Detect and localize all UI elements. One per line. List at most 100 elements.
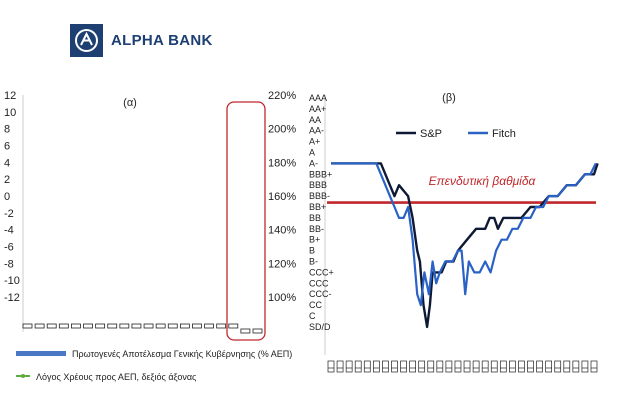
date-tick-box [345,360,353,373]
date-tick [400,360,407,373]
right-y-tick: 120% [268,258,296,270]
rating-tick: BB- [309,224,324,234]
date-tick [345,360,353,373]
left-y-tick: 2 [4,174,10,186]
panel-label-a: (α) [123,97,137,109]
category-label [83,323,93,329]
rating-tick: AA+ [309,104,326,114]
date-tick-box [463,360,471,373]
date-tick [572,360,580,373]
category-label [107,323,118,329]
date-tick-box [554,360,562,373]
rating-tick: BB+ [309,202,326,212]
date-tick [509,360,516,373]
category-label [34,323,45,329]
alpha-bank-emblem-icon [70,24,103,57]
credit-rating-chart: (β) AAAAA+AAAA-A+AA-BBB+BBBBBB-BB+BBBB-B… [309,92,599,373]
left-y-tick: 0 [4,191,10,203]
rating-tick: BB [309,213,321,223]
date-ticks [327,360,598,373]
date-tick-box [400,360,407,373]
left-y-tick: -8 [4,258,14,270]
rating-series-fitch-line [331,162,597,307]
category-labels [22,323,263,334]
alpha-bank-logo: ALPHA BANK [70,24,213,57]
left-y-tick: 10 [4,107,16,119]
legend-primary-balance: Πρωτογενές Αποτέλεσμα Γενικής Κυβέρνησης… [72,349,292,359]
left-y-tick: -2 [4,208,14,220]
date-tick-box [445,360,453,373]
left-y-tick: -6 [4,242,14,254]
date-tick-box [427,360,435,373]
rating-tick: A+ [309,137,320,147]
rating-tick: BBB+ [309,169,332,179]
rating-tick: AAA [309,93,327,103]
left-y-tick: 8 [4,124,10,136]
category-label [192,323,202,329]
date-tick-box [336,360,344,373]
date-tick [354,360,362,373]
date-tick [563,360,571,373]
right-y-tick: 100% [268,292,296,304]
left-y-tick: 4 [4,157,10,169]
date-tick [372,360,380,373]
left-legend: Πρωτογενές Αποτέλεσμα Γενικής Κυβέρνησης… [16,349,292,382]
date-tick [445,360,453,373]
category-label [46,323,57,329]
legend-label-1: Fitch [492,128,516,140]
date-tick-box [545,360,553,373]
rating-tick: B [309,246,315,256]
date-tick-box [472,360,480,373]
date-tick [590,360,598,373]
date-tick [554,360,562,373]
date-tick [545,360,553,373]
date-tick [527,360,534,373]
right-y-tick: 160% [268,191,296,203]
rating-tick: SD/D [309,322,331,332]
panel-label-b: (β) [442,92,456,104]
rating-tick: A- [309,158,318,168]
date-tick [391,360,398,373]
right-y-tick: 200% [268,124,296,136]
rating-legend: S&P Fitch [396,128,516,140]
date-tick-box [499,360,507,373]
right-y-ticks: 220% 200% 180% 160% 140% 120% 100% [268,90,296,304]
legend-label-0: S&P [420,128,442,140]
rating-tick: B- [309,257,318,267]
category-label [240,328,251,334]
rating-tick: CCC- [309,289,332,299]
date-tick-box [481,360,489,373]
date-tick-box [581,360,589,373]
date-tick-box [391,360,398,373]
date-tick [536,360,543,373]
date-tick-box [363,360,371,373]
rating-tick: BBB [309,180,327,190]
date-tick-box [382,360,389,373]
rating-tick: CC [309,300,322,310]
left-y-tick: -12 [4,292,20,304]
date-tick-box [536,360,543,373]
category-label [58,323,69,329]
date-tick-box [518,360,525,373]
category-label [131,323,142,329]
date-tick [436,360,444,373]
rating-tick: CCC [309,278,329,288]
date-tick [454,360,462,373]
date-tick [481,360,489,373]
left-y-tick: -10 [4,275,20,287]
date-tick-box [409,360,416,373]
right-y-tick: 140% [268,225,296,237]
date-tick-box [572,360,580,373]
right-y-tick: 220% [268,90,296,102]
left-y-tick: 6 [4,141,10,153]
date-tick [363,360,371,373]
category-label [252,328,263,334]
category-label [119,323,130,329]
rating-tick: A [309,148,315,158]
highlight-box [226,101,266,341]
date-tick-box [527,360,534,373]
date-tick-box [436,360,444,373]
date-tick [581,360,589,373]
date-tick [499,360,507,373]
date-tick-box [418,360,426,373]
